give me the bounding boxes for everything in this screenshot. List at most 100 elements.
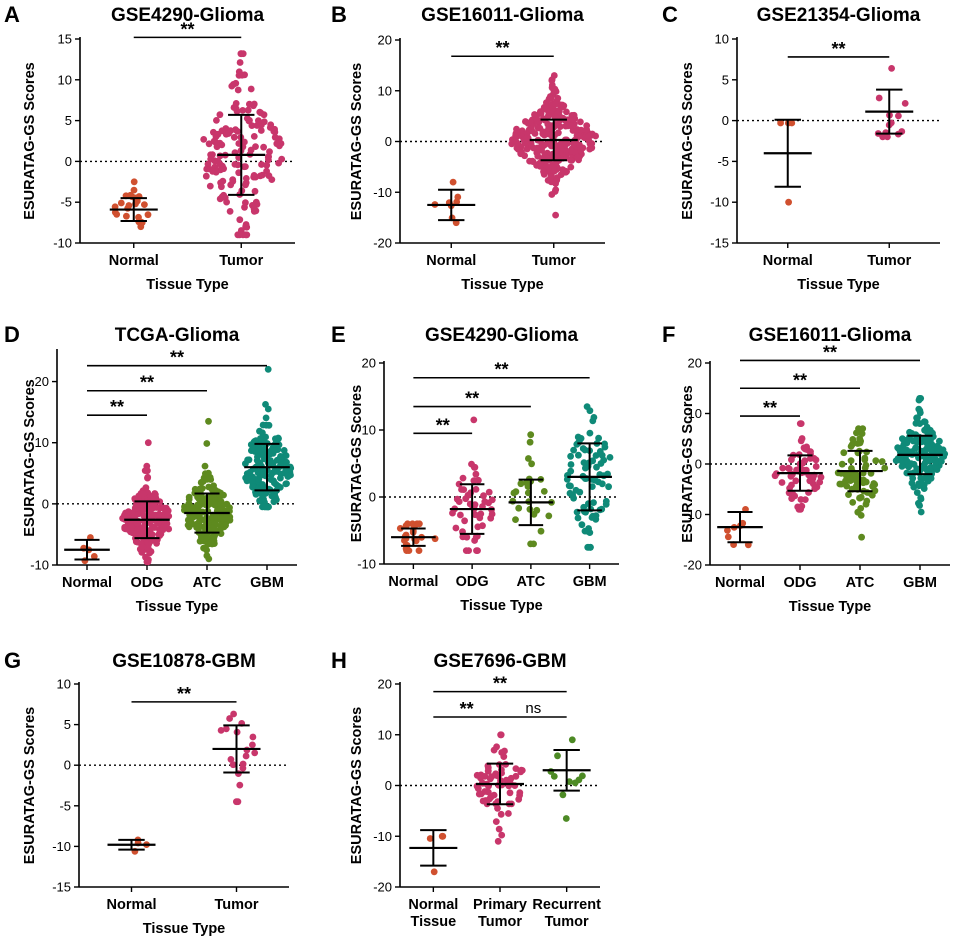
data-point [568,116,576,123]
y-ticks: -15 -10 -5 0 5 10 [52,677,71,895]
x-axis-title: Tissue Type [461,277,543,293]
data-point [249,741,256,749]
data-point [194,523,202,531]
data-point [585,525,592,532]
data-point [216,111,224,119]
y-ticks: -20 -10 0 10 20 [683,356,702,573]
data-point [559,791,567,799]
y-tick-label: 0 [385,134,392,149]
data-point [550,773,558,780]
data-point [144,439,152,447]
data-point [227,181,235,189]
panel-F: F GSE16011-Glioma ESURATAG-GS Scores Tis… [662,322,950,615]
data-point [567,156,575,164]
data-point [554,752,561,760]
data-point [492,772,500,779]
data-point [801,445,809,453]
data-point [209,533,216,541]
y-tick-label: 10 [362,423,376,438]
data-point [142,553,149,561]
panel-B: B GSE16011-Glioma ESURATAG-GS Scores Tis… [331,2,605,293]
data-point [494,837,502,845]
data-point [218,183,225,191]
y-tick-label: -10 [373,185,392,200]
panel-letter: G [4,648,21,673]
category-label: ODG [456,574,489,590]
data-point [284,472,292,480]
data-point [250,102,257,110]
y-tick-label: 10 [715,32,729,47]
data-point [560,167,567,175]
data-point [924,468,932,475]
y-tick-label: 20 [378,677,392,692]
category-label: Normal [763,253,813,269]
significance-label: ** [436,415,450,435]
data-point [277,453,284,460]
data-point [248,478,256,485]
data-point [490,791,498,799]
data-point [863,448,870,456]
data-point [512,134,520,141]
data-point [206,182,214,190]
data-point [497,731,505,739]
data-point [155,531,163,538]
data-point [244,106,252,114]
y-tick-label: -10 [683,507,702,522]
data-point [222,514,230,522]
data-point [856,494,863,502]
y-tick-label: 10 [688,406,702,421]
significance-label: ** [495,38,509,58]
data-point [128,523,135,531]
data-point [575,776,583,784]
data-point [843,471,850,479]
y-tick-label: 0 [65,154,72,169]
data-point [144,467,151,475]
data-point [910,469,918,477]
data-point [196,537,204,545]
data-point [495,781,503,789]
y-tick-label: -5 [59,798,71,813]
data-point [853,429,860,437]
category-label: Normal [62,575,112,591]
data-point [858,533,865,541]
data-point [230,710,238,718]
data-point [219,193,226,201]
data-point [525,455,532,462]
data-point [583,125,590,133]
data-point [925,457,933,465]
data-point [455,480,463,488]
data-point [212,168,220,176]
data-point [282,480,290,488]
category-label: Tumor [219,253,263,269]
data-point [590,414,598,421]
data-point [262,401,269,408]
panel-C: C GSE21354-Glioma ESURATAG-GS Scores Tis… [662,2,940,293]
data-point [849,499,857,506]
data-point [540,488,548,495]
data-point [236,59,244,66]
data-point [801,457,809,464]
category-label: Tumor [867,253,911,269]
data-point [838,460,846,468]
data-point [244,456,252,464]
data-point [917,508,925,516]
data-point [470,477,478,485]
data-point [917,494,925,502]
data-point [568,122,576,130]
data-point [863,497,871,505]
data-point [551,100,559,108]
data-point [512,765,520,772]
data-point [903,439,910,447]
data-point [430,868,438,876]
y-tick-label: 20 [688,356,702,371]
data-point [162,523,170,531]
data-point [547,178,555,186]
data-point [537,527,545,535]
data-point [521,152,528,160]
category-label: Normal [109,253,159,269]
data-point [153,519,161,526]
data-point [250,205,258,212]
panel-title: GSE10878-GBM [112,651,256,672]
plot-marks [732,37,940,248]
